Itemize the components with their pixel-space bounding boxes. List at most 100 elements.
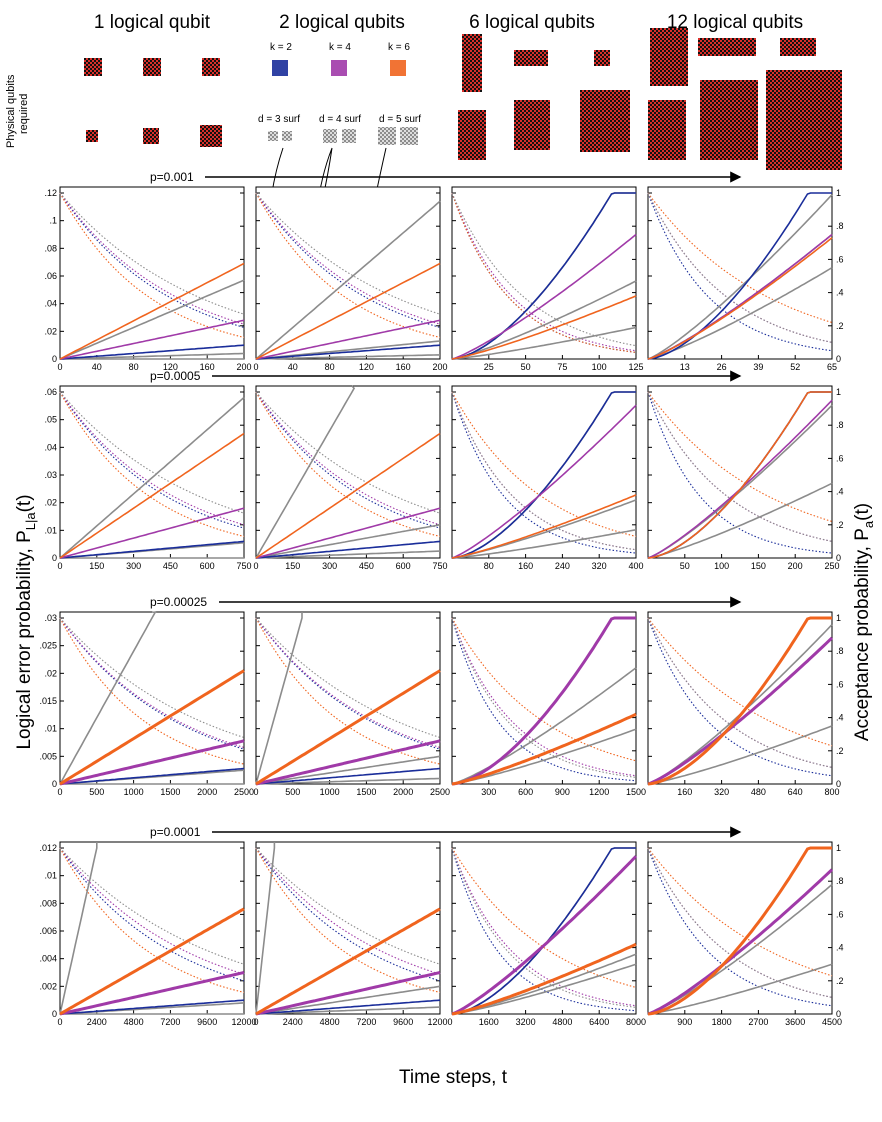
error-curve-d5 bbox=[255, 1006, 441, 1015]
panel: 0 40 80 120 160 200 bbox=[253, 186, 448, 372]
x-tick-label: 200 bbox=[432, 362, 447, 372]
y-right-tick-label: 0 bbox=[836, 553, 841, 563]
panel-frame bbox=[59, 611, 245, 785]
surface-code-icon bbox=[378, 127, 396, 145]
y-tick-label: .03 bbox=[44, 613, 57, 623]
x-tick-label: 100 bbox=[592, 362, 607, 372]
y-right-tick-label: .6 bbox=[836, 453, 844, 463]
block-icon bbox=[514, 50, 548, 66]
x-tick-label: 4800 bbox=[552, 1017, 572, 1027]
y-right-tick-label: 1 bbox=[836, 188, 841, 198]
error-curve-k6 bbox=[647, 846, 832, 1016]
x-tick-label: 640 bbox=[788, 787, 803, 797]
y-right-tick-label: .6 bbox=[836, 909, 844, 919]
error-curve-k2 bbox=[255, 999, 441, 1015]
y-right-tick-label: .2 bbox=[836, 520, 844, 530]
column-title-1: 1 logical qubit bbox=[94, 12, 211, 33]
acceptance-curve-k6 bbox=[255, 847, 441, 993]
x-tick-label: 160 bbox=[518, 561, 533, 571]
x-tick-label: 120 bbox=[359, 362, 374, 372]
panel: 25 50 75 100 125 bbox=[451, 186, 644, 372]
y-right-tick-label: .6 bbox=[836, 679, 844, 689]
y-tick-label: .01 bbox=[44, 871, 57, 881]
x-tick-label: 200 bbox=[236, 362, 251, 372]
x-tick-label: 1500 bbox=[356, 787, 376, 797]
x-tick-label: 13 bbox=[680, 362, 690, 372]
acceptance-curve-k6 bbox=[647, 847, 833, 977]
error-curve-k2 bbox=[255, 540, 441, 559]
block-icon bbox=[462, 34, 482, 92]
y-tick-label: .04 bbox=[44, 299, 57, 309]
x-tick-label: 1200 bbox=[589, 787, 609, 797]
x-tick-label: 150 bbox=[285, 561, 300, 571]
x-tick-label: 450 bbox=[359, 561, 374, 571]
x-tick-label: 125 bbox=[628, 362, 643, 372]
error-curve-k4 bbox=[451, 616, 636, 786]
error-curve-d5 bbox=[451, 529, 637, 559]
row-title: p=0.00025 bbox=[150, 595, 207, 609]
k6-code-icon bbox=[390, 60, 406, 76]
y-tick-label: .006 bbox=[39, 926, 57, 936]
error-curve-k6 bbox=[59, 669, 245, 786]
panel-frame bbox=[647, 841, 833, 1015]
x-tick-label: 100 bbox=[714, 561, 729, 571]
x-tick-label: 320 bbox=[592, 561, 607, 571]
x-tick-label: 1000 bbox=[124, 787, 144, 797]
x-tick-label: 8000 bbox=[626, 1017, 646, 1027]
x-tick-label: 0 bbox=[253, 787, 258, 797]
panel: 0 2400 4800 7200 9600 120000.002.004.006.008.… bbox=[39, 841, 257, 1027]
y-right-tick-label: .8 bbox=[836, 876, 844, 886]
acceptance-curve-k4 bbox=[451, 192, 637, 352]
acceptance-curve-k4 bbox=[255, 847, 441, 975]
error-curve-k4 bbox=[59, 971, 245, 1016]
panel: 0 500 1000 1500 2000 2500 0 .005 .01 .015 .02 .025.… bbox=[39, 611, 254, 797]
panel-frame bbox=[451, 186, 637, 360]
error-curve-k6 bbox=[255, 669, 441, 786]
panel-frame bbox=[59, 186, 245, 360]
panel: 13 26 39 52 650 .2 .4 .6 .8 1 bbox=[647, 186, 844, 372]
block-icon bbox=[648, 100, 686, 160]
error-curve-d5 bbox=[255, 550, 441, 559]
error-curve-d5 bbox=[647, 482, 833, 559]
y-right-tick-label: .2 bbox=[836, 746, 844, 756]
acceptance-curve-surf bbox=[647, 617, 833, 768]
x-tick-label: 1000 bbox=[320, 787, 340, 797]
y-tick-label: .02 bbox=[44, 668, 57, 678]
x-tick-label: 120 bbox=[163, 362, 178, 372]
block-icon bbox=[458, 110, 486, 160]
error-curve-k6 bbox=[255, 432, 441, 559]
x-tick-label: 9600 bbox=[197, 1017, 217, 1027]
error-curve-d5 bbox=[255, 777, 441, 785]
qubit-layout-icons bbox=[84, 28, 842, 170]
y-right-tick-label: 0 bbox=[836, 354, 841, 364]
y-right-tick-label: .4 bbox=[836, 288, 844, 298]
error-curve-d5 bbox=[647, 267, 833, 360]
x-tick-label: 0 bbox=[57, 362, 62, 372]
y-right-tick-label: .2 bbox=[836, 321, 844, 331]
error-curve-k4 bbox=[59, 507, 245, 559]
x-tick-label: 52 bbox=[790, 362, 800, 372]
acceptance-curve-k2 bbox=[255, 847, 441, 982]
surface-code-icon bbox=[282, 131, 292, 141]
error-curve-d3 bbox=[255, 200, 441, 360]
acceptance-curve-k6 bbox=[451, 847, 637, 988]
y-tick-label: 0 bbox=[52, 553, 57, 563]
y-right-tick-label: .4 bbox=[836, 713, 844, 723]
panel: 0 150 300 450 600 750 bbox=[253, 385, 448, 571]
error-curve-k6 bbox=[451, 712, 637, 786]
error-curve-k6 bbox=[647, 616, 832, 786]
y-tick-label: .01 bbox=[44, 525, 57, 535]
y-tick-label: .1 bbox=[49, 216, 57, 226]
x-tick-label: 900 bbox=[677, 1017, 692, 1027]
block-icon bbox=[580, 90, 630, 152]
x-tick-label: 240 bbox=[555, 561, 570, 571]
y-right-tick-label: .8 bbox=[836, 221, 844, 231]
legend-k2-label: k = 2 bbox=[270, 42, 292, 53]
error-curve-k6 bbox=[59, 432, 245, 559]
acceptance-curve-k2 bbox=[255, 391, 441, 529]
error-curve-k4 bbox=[255, 739, 441, 786]
error-curve-d4 bbox=[255, 524, 441, 559]
x-tick-label: 12000 bbox=[231, 1017, 256, 1027]
block-icon bbox=[143, 58, 161, 76]
x-tick-label: 1500 bbox=[626, 787, 646, 797]
